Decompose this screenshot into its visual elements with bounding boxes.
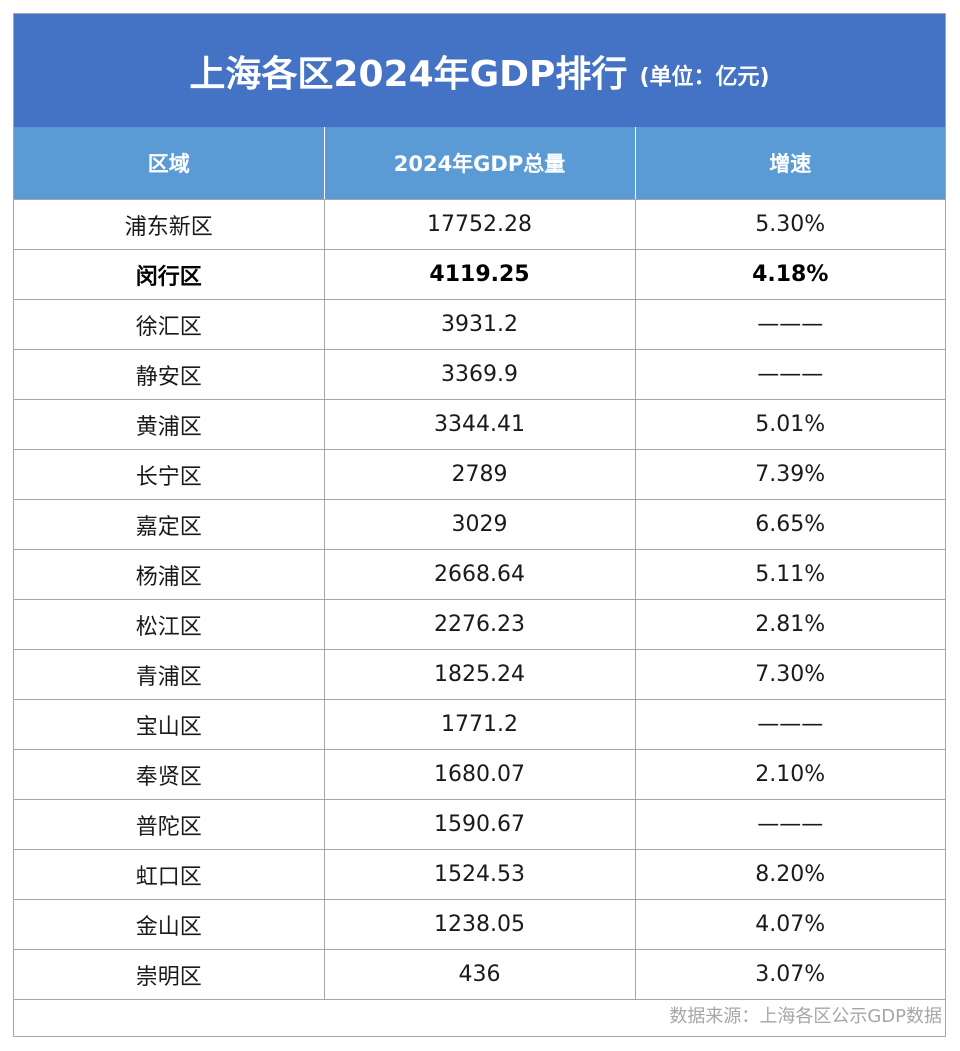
district-cell: 普陀区: [14, 799, 325, 850]
growth-cell: 5.11%: [635, 549, 945, 600]
table-row: 虹口区 1524.53 8.20%: [14, 849, 945, 900]
header-gdp: 2024年GDP总量: [324, 127, 636, 200]
table-body: 浦东新区 17752.28 5.30% 闵行区 4119.25 4.18% 徐汇区 3931.…: [14, 199, 945, 1000]
gdp-cell: 1590.67: [324, 799, 636, 850]
district-cell: 青浦区: [14, 649, 325, 700]
district-cell: 虹口区: [14, 849, 325, 900]
gdp-cell: 17752.28: [324, 199, 636, 250]
district-cell: 徐汇区: [14, 299, 325, 350]
table-row: 闵行区 4119.25 4.18%: [14, 249, 945, 300]
gdp-cell: 4119.25: [324, 249, 636, 300]
table-row: 奉贤区 1680.07 2.10%: [14, 749, 945, 800]
table-row: 嘉定区 3029 6.65%: [14, 499, 945, 550]
gdp-cell: 1825.24: [324, 649, 636, 700]
growth-cell: ———: [635, 699, 945, 750]
district-cell: 崇明区: [14, 949, 325, 1000]
growth-cell: 8.20%: [635, 849, 945, 900]
district-cell: 长宁区: [14, 449, 325, 500]
gdp-cell: 2668.64: [324, 549, 636, 600]
district-cell: 闵行区: [14, 249, 325, 300]
growth-cell: 7.39%: [635, 449, 945, 500]
district-cell: 黄浦区: [14, 399, 325, 450]
table-row: 宝山区 1771.2 ———: [14, 699, 945, 750]
gdp-cell: 1680.07: [324, 749, 636, 800]
header-district: 区域: [14, 127, 325, 200]
district-cell: 浦东新区: [14, 199, 325, 250]
growth-cell: 7.30%: [635, 649, 945, 700]
gdp-cell: 3931.2: [324, 299, 636, 350]
gdp-cell: 2789: [324, 449, 636, 500]
growth-cell: 5.30%: [635, 199, 945, 250]
growth-cell: ———: [635, 349, 945, 400]
table-row: 普陀区 1590.67 ———: [14, 799, 945, 850]
table-row: 金山区 1238.05 4.07%: [14, 899, 945, 950]
growth-cell: 3.07%: [635, 949, 945, 1000]
district-cell: 嘉定区: [14, 499, 325, 550]
gdp-cell: 1238.05: [324, 899, 636, 950]
growth-cell: 5.01%: [635, 399, 945, 450]
gdp-cell: 436: [324, 949, 636, 1000]
growth-cell: ———: [635, 799, 945, 850]
gdp-cell: 3369.9: [324, 349, 636, 400]
growth-cell: 2.81%: [635, 599, 945, 650]
gdp-cell: 1771.2: [324, 699, 636, 750]
growth-cell: ———: [635, 299, 945, 350]
chart-title: 上海各区2024年GDP排行: [189, 53, 628, 95]
gdp-cell: 3344.41: [324, 399, 636, 450]
table-row: 青浦区 1825.24 7.30%: [14, 649, 945, 700]
district-cell: 静安区: [14, 349, 325, 400]
district-cell: 奉贤区: [14, 749, 325, 800]
district-cell: 金山区: [14, 899, 325, 950]
table-row: 杨浦区 2668.64 5.11%: [14, 549, 945, 600]
growth-cell: 4.18%: [635, 249, 945, 300]
table-row: 松江区 2276.23 2.81%: [14, 599, 945, 650]
gdp-cell: 2276.23: [324, 599, 636, 650]
table-frame: [13, 13, 946, 1037]
table-row: 静安区 3369.9 ———: [14, 349, 945, 400]
growth-cell: 6.65%: [635, 499, 945, 550]
title-bar: 上海各区2024年GDP排行 (单位：亿元): [14, 14, 945, 127]
table-row: 长宁区 2789 7.39%: [14, 449, 945, 500]
table-row: 浦东新区 17752.28 5.30%: [14, 199, 945, 250]
gdp-table: 区域 2024年GDP总量 增速 浦东新区 17752.28 5.30% 闵行区 411…: [14, 127, 945, 1000]
growth-cell: 2.10%: [635, 749, 945, 800]
gdp-cell: 1524.53: [324, 849, 636, 900]
table-row: 黄浦区 3344.41 5.01%: [14, 399, 945, 450]
gdp-cell: 3029: [324, 499, 636, 550]
district-cell: 宝山区: [14, 699, 325, 750]
table-row: 崇明区 436 3.07%: [14, 949, 945, 1000]
district-cell: 杨浦区: [14, 549, 325, 600]
data-source-note: 数据来源：上海各区公示GDP数据: [669, 1006, 942, 1027]
district-cell: 松江区: [14, 599, 325, 650]
unit-label: (单位：亿元): [639, 64, 770, 90]
growth-cell: 4.07%: [635, 899, 945, 950]
table-row: 徐汇区 3931.2 ———: [14, 299, 945, 350]
header-growth: 增速: [635, 127, 945, 200]
header-row: 区域 2024年GDP总量 增速: [14, 127, 945, 200]
